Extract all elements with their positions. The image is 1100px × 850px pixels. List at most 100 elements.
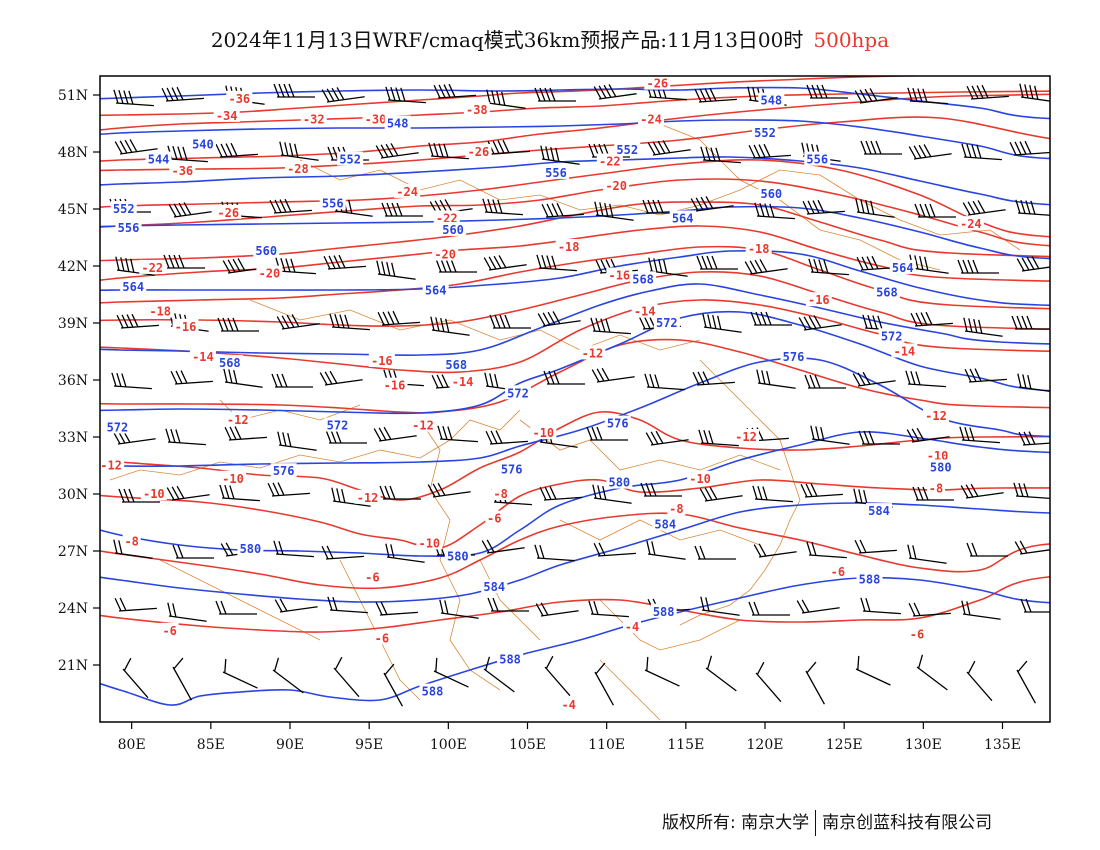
temperature-label: -24 — [960, 217, 982, 231]
wind-barb — [433, 83, 476, 99]
height-label: 576 — [607, 417, 629, 431]
wind-barb — [1020, 598, 1050, 613]
wind-barb — [696, 255, 738, 270]
wind-barb — [223, 368, 263, 388]
wind-barb — [1018, 431, 1050, 446]
height-label: 548 — [760, 94, 782, 108]
wind-barb — [1014, 540, 1050, 555]
height-label: 552 — [754, 126, 776, 140]
wind-barb — [433, 657, 469, 688]
title-level: 500hpa — [813, 28, 890, 52]
height-label-bg — [606, 474, 633, 489]
wind-barb — [172, 657, 192, 701]
height-label-bg — [614, 142, 641, 157]
temperature-label-bg — [606, 267, 633, 282]
temperature-label-bg — [433, 210, 460, 225]
temperature-label: -22 — [599, 155, 621, 169]
footer-copyright: 版权所有: 南京大学 — [662, 813, 810, 833]
temperature-label-bg — [957, 216, 984, 231]
wind-barb — [690, 196, 734, 212]
wind-barb — [113, 89, 154, 107]
wind-barb — [963, 317, 1003, 337]
wind-barb — [535, 602, 579, 617]
temperature-label-bg — [805, 292, 832, 307]
wind-barb — [753, 543, 797, 558]
height-label: 584 — [868, 504, 890, 518]
wind-barb — [1019, 83, 1050, 103]
height-contour — [100, 119, 1050, 160]
wind-barb — [269, 198, 312, 214]
wind-barb — [481, 539, 525, 554]
height-label-bg — [337, 151, 364, 166]
temperature-label: -18 — [748, 242, 770, 256]
wind-barb — [113, 539, 153, 559]
height-label-bg — [497, 651, 524, 666]
temperature-label: -10 — [532, 426, 554, 440]
temperature-label-bg — [368, 353, 395, 367]
wind-barb — [586, 426, 628, 441]
wind-barb — [698, 429, 739, 447]
height-label: 560 — [255, 244, 277, 258]
wind-barb — [699, 486, 743, 502]
wind-barb — [375, 143, 419, 159]
wind-barb — [908, 144, 952, 160]
wind-barb — [702, 313, 742, 333]
temperature-label: -8 — [493, 487, 507, 501]
wind-barb — [482, 198, 523, 216]
wind-barb — [1009, 140, 1050, 156]
height-label-bg — [752, 125, 778, 139]
temperature-label: -34 — [216, 109, 238, 123]
wind-barb — [437, 425, 478, 443]
height-label-bg — [324, 417, 351, 432]
temperature-label: -12 — [100, 459, 122, 473]
wind-barb — [279, 141, 319, 161]
wind-barb — [860, 140, 902, 155]
height-label: 540 — [192, 137, 214, 151]
height-label-bg — [758, 92, 785, 107]
wind-barb — [854, 539, 897, 554]
wind-barb — [271, 373, 313, 388]
temperature-label: -10 — [222, 472, 244, 486]
height-label-bg — [878, 328, 905, 343]
wind-barb — [860, 597, 901, 615]
height-label: 556 — [322, 196, 344, 210]
height-label-bg — [237, 541, 264, 556]
temperature-label: -6 — [831, 565, 845, 579]
temperature-contour — [100, 76, 951, 117]
lat-tick-label: 42N — [58, 259, 88, 275]
height-label: 568 — [876, 286, 898, 300]
wind-barb — [964, 368, 1007, 383]
height-label-bg — [481, 579, 508, 594]
wind-barb — [855, 198, 895, 218]
wind-barb — [373, 426, 417, 442]
temperature-label: -12 — [357, 491, 379, 505]
title-main: 2024年11月13日WRF/cmaq模式36km预报产品:11月13日00时 — [210, 28, 804, 52]
temperature-label: -36 — [171, 164, 193, 178]
wind-barb — [325, 429, 367, 444]
temperature-label-bg — [189, 349, 216, 364]
height-label-bg — [873, 284, 900, 299]
height-label-bg — [804, 151, 831, 166]
height-label-bg — [505, 385, 531, 400]
wind-barb — [750, 311, 792, 326]
wind-barb — [744, 259, 788, 275]
wind-barb — [806, 84, 848, 99]
temperature-label-bg — [644, 76, 671, 90]
lon-tick-label: 135E — [984, 737, 1021, 753]
temperature-label-bg — [139, 259, 166, 274]
temperature-label: -12 — [582, 346, 604, 360]
wind-barb — [272, 657, 304, 694]
height-label: 576 — [501, 462, 523, 476]
height-label: 572 — [107, 421, 129, 435]
height-label-bg — [216, 354, 243, 369]
temperature-label: -26 — [646, 77, 668, 91]
height-label-bg — [630, 271, 657, 286]
height-label-bg — [110, 201, 137, 215]
temperature-label-bg — [559, 696, 578, 711]
wind-barb — [114, 597, 157, 612]
lon-tick-label: 120E — [747, 737, 784, 753]
temperature-label: -16 — [371, 354, 393, 368]
wind-barb — [1016, 660, 1036, 704]
temperature-label-bg — [394, 183, 421, 198]
